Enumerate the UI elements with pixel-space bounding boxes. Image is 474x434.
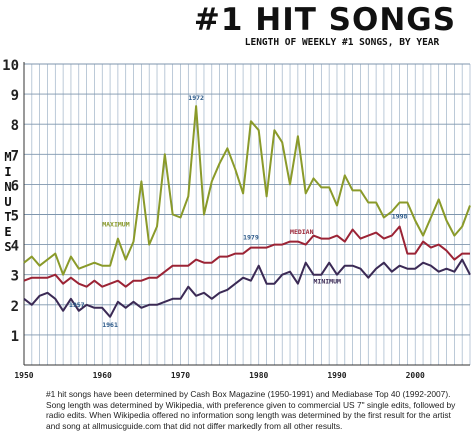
series-line-median — [23, 225, 470, 288]
year-annotations: 1972 1979 1998 1957 1961 — [69, 94, 408, 329]
y-tick-labels: 1 2 3 4 5 6 7 8 9 10 — [2, 58, 19, 345]
x-tick-label: 1960 — [93, 371, 112, 380]
x-tick-label: 1980 — [249, 371, 268, 380]
chart-subtitle: LENGTH OF WEEKLY #1 SONGS, BY YEAR — [244, 37, 440, 48]
y-tick-label: 8 — [11, 118, 19, 134]
series-label-maximum: MAXIMUM — [102, 221, 129, 229]
y-axis-label: MINUTES — [4, 150, 12, 254]
y-tick-label: 5 — [11, 209, 19, 225]
annotation-label: 1961 — [102, 321, 118, 329]
series-labels: MAXIMUM MEDIAN MINIMUM — [102, 221, 341, 286]
chart-caption: #1 hit songs have been determined by Cas… — [46, 389, 456, 431]
y-tick-label: 7 — [11, 148, 19, 164]
annotation-label: 1972 — [188, 94, 204, 102]
x-tick-label: 1970 — [171, 371, 190, 380]
y-tick-label: 9 — [11, 88, 19, 104]
chart-title: #1 HIT SONGS — [193, 2, 457, 38]
series-lines — [23, 105, 471, 318]
annotation-label: 1979 — [243, 234, 259, 242]
x-tick-label: 1990 — [327, 371, 346, 380]
x-tick-label: 1950 — [14, 371, 33, 380]
x-tick-label: 2000 — [406, 371, 425, 380]
series-label-minimum: MINIMUM — [314, 278, 341, 286]
series-line-minimum — [23, 258, 471, 318]
horizontal-gridlines — [24, 63, 470, 336]
y-tick-label: 2 — [11, 299, 19, 315]
y-tick-label: 10 — [2, 58, 19, 74]
x-tick-labels: 1950 1960 1970 1980 1990 2000 — [14, 371, 425, 380]
annotation-label: 1998 — [392, 213, 408, 221]
y-tick-label: 4 — [11, 239, 19, 255]
series-label-median: MEDIAN — [290, 228, 314, 236]
annotation-label: 1957 — [69, 301, 85, 309]
axes — [23, 62, 470, 366]
y-tick-label: 6 — [11, 178, 19, 194]
y-tick-label: 3 — [11, 269, 19, 285]
y-tick-label: 1 — [11, 329, 19, 345]
series-line-maximum — [23, 105, 471, 276]
